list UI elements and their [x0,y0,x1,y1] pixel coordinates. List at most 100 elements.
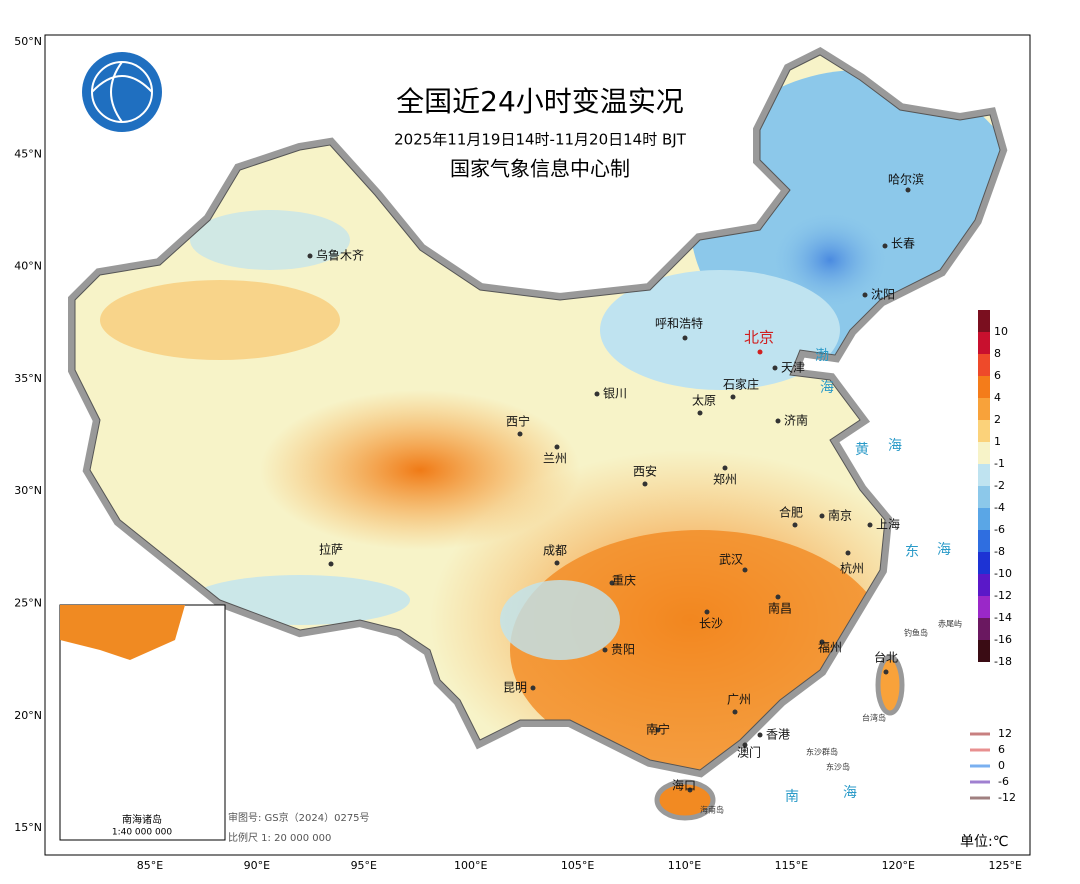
city-label: 银川 [603,387,627,401]
city-dot [883,669,889,675]
city-label: 哈尔滨 [888,172,924,187]
city-label: 南宁 [646,722,670,737]
city-dot [307,253,313,259]
color-swatch [978,310,990,332]
color-label: -18 [994,655,1012,668]
city-dot [742,567,748,573]
color-label: -14 [994,611,1012,624]
color-label: 10 [994,325,1008,338]
lat-label: 35°N [14,372,42,385]
color-label: 4 [994,391,1001,404]
city-label: 济南 [784,413,808,428]
lon-label: 120°E [882,859,915,872]
sea-label: 海 [937,542,951,558]
lon-label: 115°E [775,859,808,872]
city-dot [554,560,560,566]
lon-label: 105°E [561,859,594,872]
lat-label: 50°N [14,35,42,48]
city-dot [594,391,600,397]
logo [82,52,162,132]
color-label: 6 [994,369,1001,382]
city-label: 兰州 [543,452,567,466]
city-dot [554,444,560,450]
inset-scale: 1:40 000 000 [112,828,173,838]
color-swatch [978,398,990,420]
lat-label: 15°N [14,821,42,834]
city-dot [655,727,661,733]
color-swatch [978,442,990,464]
city-dot [862,292,868,298]
city-label: 长春 [891,237,915,251]
lon-label: 95°E [351,859,377,872]
hainan [654,779,716,821]
city-label: 长沙 [699,617,723,631]
color-label: -8 [994,545,1005,558]
city-label: 合肥 [779,505,803,520]
city-dot [530,685,536,691]
lon-label: 100°E [454,859,487,872]
city-label: 台北 [874,650,898,665]
lat-label: 25°N [14,597,42,610]
city-label: 南昌 [768,601,792,616]
color-swatch [978,618,990,640]
city-label: 天津 [781,361,805,375]
color-label: -10 [994,567,1012,580]
city-label: 上海 [876,517,900,532]
line-label: -12 [998,791,1016,804]
lat-label: 40°N [14,260,42,273]
city-label: 贵阳 [611,643,635,657]
city-label: 太原 [692,393,716,408]
unit: 单位:℃ [960,834,1008,850]
sea-label: 黄 [855,441,869,458]
city-dot [732,709,738,715]
color-label: -2 [994,479,1005,492]
color-swatch [978,552,990,574]
line-label: 12 [998,727,1012,740]
lon-label: 125°E [988,859,1021,872]
island-label: 东沙群岛 [806,747,838,757]
inset: 南海诸岛 1:40 000 000 [59,604,226,841]
island-label: 东沙岛 [826,762,850,772]
city-label: 福州 [818,640,842,655]
inset-title: 南海诸岛 [122,813,162,826]
city-dot [722,465,728,471]
city-dot [697,410,703,416]
line-label: 6 [998,743,1005,756]
city-dot [687,787,693,793]
sea-label: 东 [905,544,919,560]
color-label: 1 [994,435,1001,448]
island-label: 海南岛 [700,805,724,815]
city-dot [642,481,648,487]
lon-label: 85°E [137,859,163,872]
city-dot [602,647,608,653]
city-dot [882,243,888,249]
city-label: 海口 [672,778,696,793]
city-label: 重庆 [612,574,636,588]
city-dot [757,349,763,355]
color-swatch [978,376,990,398]
color-swatch [978,530,990,552]
color-swatch [978,508,990,530]
sea-label: 海 [843,785,857,801]
city-dot [682,335,688,341]
city-dot [757,732,763,738]
city-label: 石家庄 [723,377,759,392]
island-label: 台湾岛 [862,713,886,723]
color-swatch [978,574,990,596]
approval: 审图号: GS京（2024）0275号 [228,811,370,824]
city-dot [775,594,781,600]
city-dot [792,522,798,528]
city-label: 澳门 [737,745,761,760]
color-label: -4 [994,501,1005,514]
color-label: -16 [994,633,1012,646]
city-label: 北京 [744,329,774,347]
subtitle: 2025年11月19日14时-11月20日14时 BJT [394,131,687,149]
city-dot [328,561,334,567]
scale: 比例尺 1: 20 000 000 [228,831,331,844]
city-dot [819,513,825,519]
city-label: 乌鲁木齐 [316,248,364,263]
color-swatch [978,464,990,486]
city-dot [775,418,781,424]
city-label: 广州 [727,693,751,707]
island-label: 钓鱼岛 [904,628,928,638]
